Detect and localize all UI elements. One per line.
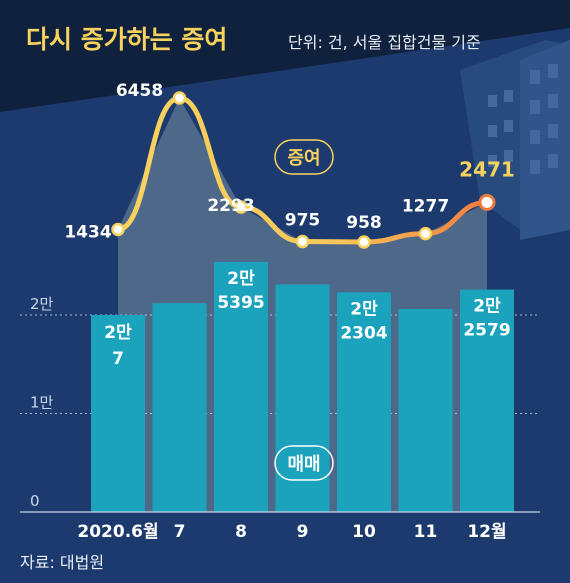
line-data-label: 2293 <box>207 196 254 216</box>
line-point <box>357 235 371 249</box>
x-tick-label: 12월 <box>467 522 506 542</box>
line-data-label: 1434 <box>64 223 111 243</box>
bar-data-label: 2만 <box>350 299 378 319</box>
bar-0 <box>91 314 145 512</box>
svg-text:증여: 증여 <box>287 148 320 169</box>
svg-text:매매: 매매 <box>287 454 320 475</box>
bar-data-label: 2579 <box>463 321 510 341</box>
bar-data-label: 7 <box>112 349 124 369</box>
line-data-label: 958 <box>346 213 382 233</box>
line-data-label: 2471 <box>459 157 515 181</box>
bar-data-label: 2만 <box>473 297 501 317</box>
bar-data-label: 2만 <box>227 269 255 289</box>
x-tick-label: 11 <box>414 522 438 542</box>
line-data-label: 6458 <box>116 81 163 101</box>
y-tick-label: 2만 <box>30 295 54 313</box>
line-point <box>111 222 125 237</box>
line-point <box>478 193 496 211</box>
chart-title: 다시 증가하는 증여 <box>26 25 227 54</box>
bar-4 <box>337 292 391 512</box>
line-data-label: 975 <box>285 211 321 231</box>
x-tick-label: 8 <box>235 522 247 542</box>
bar-data-label: 5395 <box>217 293 264 313</box>
line-point <box>418 226 433 241</box>
bar-data-label: 2304 <box>340 323 387 343</box>
bar-6 <box>460 289 514 512</box>
bar-5 <box>398 309 453 512</box>
line-series-label: 증여 <box>274 139 334 175</box>
x-tick-label: 10 <box>352 522 376 542</box>
line-point <box>295 234 310 249</box>
bar-2 <box>214 261 268 512</box>
line-point <box>172 91 187 105</box>
line-data-label: 1277 <box>402 197 449 217</box>
y-tick-label: 0 <box>30 492 40 510</box>
y-tick-label: 1만 <box>30 394 54 412</box>
unit-note: 단위: 건, 서울 집합건물 기준 <box>288 33 481 52</box>
bar-3 <box>275 284 330 512</box>
x-tick-label: 7 <box>174 522 186 542</box>
x-tick-label: 2020.6월 <box>77 522 158 542</box>
bar-data-label: 2만 <box>104 323 132 343</box>
bar-series-label: 매매 <box>274 445 334 481</box>
title-box <box>0 0 570 112</box>
source-note: 자료: 대법원 <box>20 553 104 572</box>
x-tick-label: 9 <box>297 522 309 542</box>
bar-1 <box>152 303 207 512</box>
line-point <box>234 200 248 214</box>
building-illustration <box>460 40 570 240</box>
